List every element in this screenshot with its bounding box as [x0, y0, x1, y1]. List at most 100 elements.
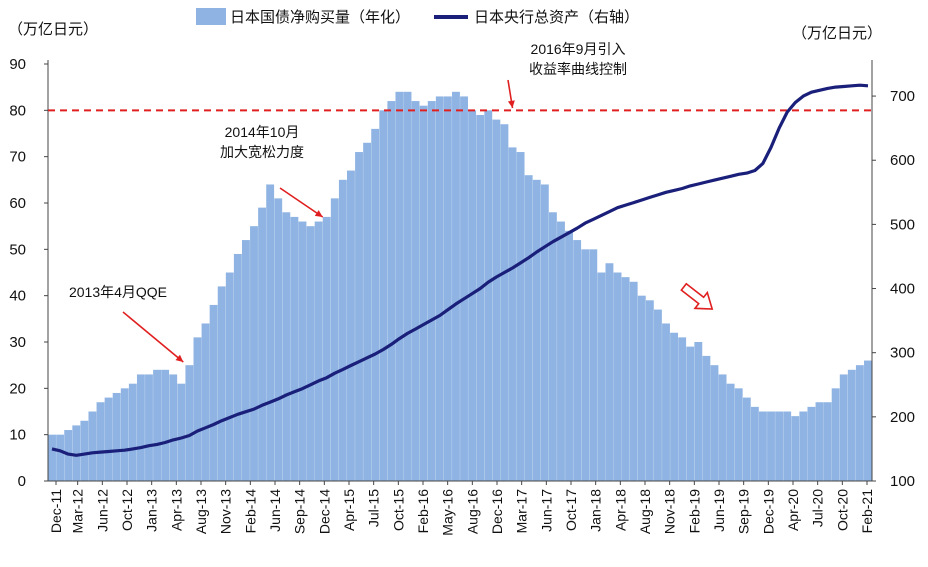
bar	[136, 374, 145, 481]
x-tick-label: Dec-16	[489, 489, 505, 534]
x-tick-label: Apr-20	[785, 489, 801, 531]
x-tick-label: Feb-14	[242, 489, 258, 534]
bar	[532, 179, 541, 482]
bar	[96, 402, 105, 481]
bar	[468, 110, 477, 481]
bar	[815, 402, 824, 481]
bar	[427, 101, 436, 482]
bar	[452, 91, 460, 482]
left-tick-label: 70	[9, 149, 26, 166]
right-tick-label: 200	[890, 409, 915, 426]
legend: 日本国债净购买量（年化） 日本央行总资产（右轴）	[196, 6, 639, 27]
x-tick-label: Jun-14	[267, 489, 283, 532]
bar	[767, 411, 775, 481]
bar	[371, 128, 380, 481]
bar	[726, 383, 735, 481]
bar	[419, 105, 428, 481]
bar	[742, 397, 751, 481]
left-tick-label: 50	[9, 241, 26, 258]
bar	[847, 369, 856, 481]
down-trend-arrow	[680, 282, 714, 310]
bar	[484, 110, 493, 481]
bar	[783, 411, 792, 481]
left-tick-label: 80	[9, 102, 26, 119]
bar	[645, 300, 654, 481]
x-tick-label: Jul-15	[366, 489, 382, 527]
x-tick-label: Dec-14	[316, 489, 332, 534]
bar	[330, 198, 339, 481]
bar	[807, 406, 816, 481]
bar	[460, 96, 468, 481]
bar	[104, 397, 113, 481]
bar	[799, 411, 808, 481]
bar	[750, 406, 759, 481]
bar	[387, 101, 396, 482]
bar	[508, 147, 517, 481]
bar	[686, 346, 695, 481]
bar	[581, 249, 590, 481]
right-tick-label: 500	[890, 216, 915, 233]
x-tick-label: Sep-19	[736, 489, 752, 534]
bar	[831, 388, 840, 481]
bar	[839, 374, 848, 481]
bar	[120, 388, 129, 481]
x-tick-label: Apr-18	[612, 489, 628, 531]
legend-line-label: 日本央行总资产（右轴）	[474, 8, 640, 26]
bar	[153, 369, 161, 481]
x-tick-label: Oct-20	[834, 489, 850, 531]
bar	[718, 374, 727, 481]
bar	[605, 263, 614, 481]
left-tick-label: 0	[18, 473, 26, 490]
legend-line-swatch	[434, 14, 469, 19]
x-tick-label: Jan-13	[144, 489, 160, 532]
bar	[217, 286, 226, 481]
left-tick-label: 20	[9, 380, 26, 397]
bar	[88, 411, 97, 481]
annotation-easing-arrow	[279, 187, 324, 218]
annotation-qqe-arrow	[122, 311, 184, 363]
x-tick-label: Jul-20	[810, 489, 826, 527]
bar	[565, 230, 573, 481]
bar	[597, 272, 606, 481]
bar	[161, 369, 170, 481]
bar	[540, 184, 549, 481]
x-tick-label: Dec-11	[48, 489, 64, 533]
bar	[759, 411, 767, 481]
bar	[548, 212, 557, 481]
bar	[492, 119, 501, 481]
bar	[258, 207, 267, 481]
bar	[274, 198, 283, 481]
bar	[670, 332, 679, 481]
bar	[225, 272, 234, 481]
x-tick-label: Jun-12	[94, 489, 110, 532]
bar	[379, 110, 388, 481]
bar	[864, 360, 872, 481]
left-tick-label: 10	[9, 427, 26, 444]
annotation-qqe: 2013年4月QQE	[69, 284, 167, 300]
bar	[363, 142, 372, 481]
bar	[403, 91, 412, 482]
left-axis-unit: （万亿日元）	[8, 20, 99, 38]
bar	[621, 277, 630, 481]
x-tick-label: Oct-12	[119, 489, 135, 531]
bar	[241, 240, 250, 481]
right-tick-label: 400	[890, 281, 915, 298]
x-tick-label: Nov-13	[218, 489, 234, 534]
right-tick-label: 700	[890, 88, 915, 105]
annotation-ycc: 2016年9月引入收益率曲线控制	[529, 41, 627, 77]
bar	[266, 184, 275, 481]
bar	[589, 249, 598, 481]
bar	[193, 337, 202, 481]
left-tick-label: 40	[9, 288, 26, 305]
x-tick-label: Aug-16	[464, 489, 480, 534]
bar	[169, 374, 178, 481]
legend-bar-swatch	[196, 8, 226, 25]
bar	[411, 101, 420, 482]
bar	[347, 170, 355, 482]
bar	[355, 152, 363, 482]
annotation-easing: 2014年10月加大宽松力度	[220, 124, 304, 160]
x-tick-label: Jun-19	[711, 489, 727, 532]
bar	[298, 221, 307, 482]
x-tick-label: May-16	[440, 489, 456, 536]
bar	[443, 96, 452, 481]
